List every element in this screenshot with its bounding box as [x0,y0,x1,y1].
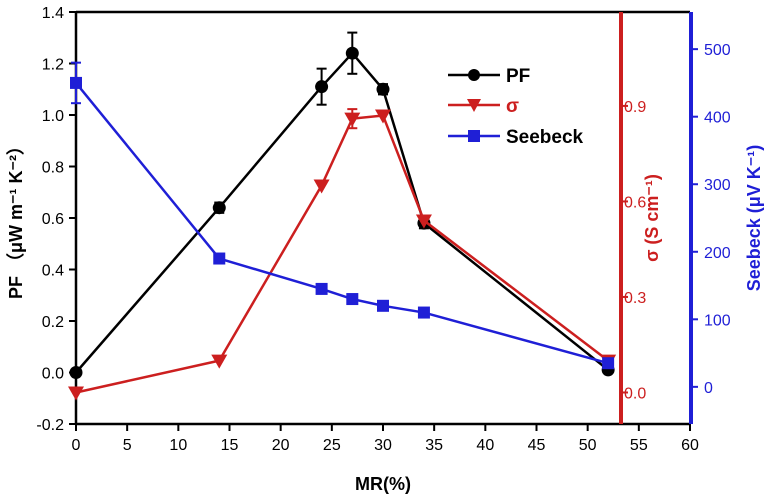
left-tick-label: -0.2 [36,417,64,434]
legend: PF σ Seebeck [448,66,584,148]
series-line-pf [75,51,609,374]
left-tick-label: 0.0 [42,366,64,383]
data-point-sigma [68,386,84,401]
x-tick-label: 0 [72,437,81,454]
data-point-pf [212,201,226,215]
data-point-seebeck [602,357,615,370]
legend-seebeck-marker [468,130,480,142]
data-point-seebeck [70,76,82,89]
right-inner-tick-label: 0.9 [624,99,646,116]
left-axis-title-units: （μW m⁻¹ K⁻²） [6,137,26,271]
data-point-pf [69,366,83,379]
legend-sigma-marker [467,99,481,112]
left-tick-label: 0.2 [42,314,64,331]
series-layer [68,31,617,401]
left-tick-label: 1.2 [42,57,64,74]
series-line-sigma [75,114,609,394]
right-outer-tick-label: 400 [704,110,731,127]
data-point-sigma [375,109,391,124]
x-tick-label: 25 [323,437,341,454]
right-outer-tick-label: 500 [704,42,731,59]
legend-pf-label: PF [506,66,530,87]
data-point-sigma [211,354,228,369]
x-tick-label: 60 [681,437,699,454]
x-tick-label: 50 [579,437,597,454]
right-outer-tick-label: 300 [704,177,731,194]
right-outer-tick-label: 0 [704,380,713,397]
right-inner-tick-label: 0.6 [624,194,646,211]
right-outer-axis-title: Seebeck (μV K⁻¹) [744,145,764,292]
left-tick-label: 1.0 [42,108,64,125]
series-line-seebeck [75,82,609,365]
right-inner-tick-label: 0.0 [624,385,646,402]
x-tick-label: 10 [169,437,187,454]
x-tick-label: 5 [123,437,132,454]
left-tick-label: 0.8 [42,160,64,177]
data-point-seebeck [377,299,389,312]
x-tick-label: 30 [374,437,392,454]
right-outer-tick-label: 100 [704,312,731,329]
x-tick-label: 55 [630,437,648,454]
left-tick-label: 1.4 [42,5,64,22]
data-point-sigma [344,112,361,127]
data-point-sigma [313,179,330,194]
x-tick-label: 15 [221,437,239,454]
right-outer-tick-label: 200 [704,245,731,262]
left-axis-title: PF （μW m⁻¹ K⁻²） [6,137,26,299]
x-axis-title: MR(%) [355,474,411,494]
svg-text:PF （μW m⁻¹ K⁻²）: PF （μW m⁻¹ K⁻²） [6,137,26,299]
data-point-seebeck [315,282,328,295]
left-tick-label: 0.6 [42,211,64,228]
data-point-pf [376,82,390,96]
legend-seebeck-label: Seebeck [506,127,584,148]
data-point-pf [345,46,359,60]
x-tick-label: 45 [528,437,546,454]
x-tick-label: 40 [476,437,494,454]
x-tick-label: 20 [272,437,290,454]
right-inner-axis-title-text: σ (S cm⁻¹) [642,174,662,262]
ticks-layer: 0 5 10 15 20 25 30 35 40 45 50 55 60 -0.2 0.0 0.2 0.4 0.6… [36,5,730,454]
legend-pf-marker [468,69,480,81]
right-inner-tick-label: 0.3 [624,290,646,307]
data-point-seebeck [417,306,430,319]
right-outer-axis-title-text: Seebeck (μV K⁻¹) [744,145,764,292]
left-tick-label: 0.4 [42,263,64,280]
legend-sigma-label: σ [506,96,519,117]
data-point-seebeck [213,252,226,265]
left-axis-title-main: PF [6,276,26,299]
right-inner-axis-title: σ (S cm⁻¹) [642,174,662,262]
data-point-sigma [415,214,432,229]
data-point-seebeck [346,293,359,306]
data-point-pf [315,80,329,94]
x-tick-label: 35 [425,437,443,454]
